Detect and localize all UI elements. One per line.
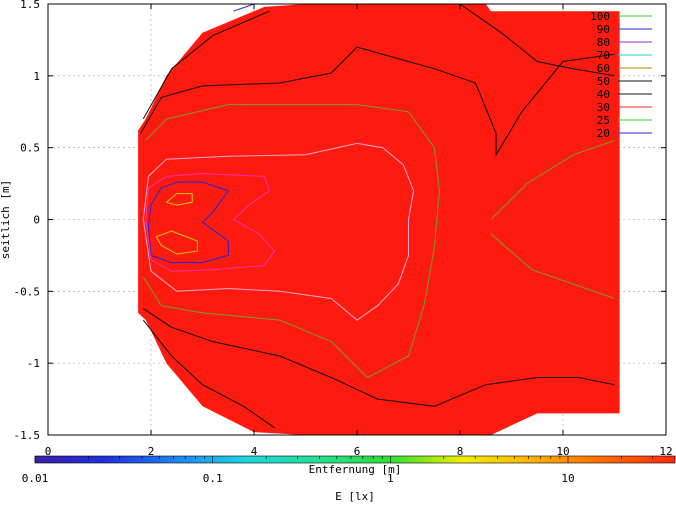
- contour-line-50: [142, 104, 440, 379]
- colorbar-tick-label: 0.1: [203, 472, 223, 485]
- x-tick-label: 0: [45, 445, 52, 458]
- x-tick-label: 2: [148, 445, 155, 458]
- contour-line-90: [147, 181, 230, 264]
- y-tick-label: 0.5: [20, 142, 40, 155]
- x-axis-ticks: 0 2 4 6 8 10 12: [45, 4, 673, 458]
- contour-line-40: [140, 46, 615, 157]
- field-area: [138, 4, 620, 435]
- x-tick-label: 12: [659, 445, 672, 458]
- y-tick-label: 0: [33, 214, 40, 227]
- colorbar: 0.01 0.1 1 10: [22, 455, 676, 485]
- legend-label: 40: [597, 88, 610, 101]
- contour-line-30: [142, 319, 275, 429]
- contour-line-80: [145, 172, 276, 272]
- legend-label: 80: [597, 36, 610, 49]
- legend-label: 100: [590, 10, 610, 23]
- colorbar-tick-label: 10: [561, 472, 574, 485]
- contour-line-30: [459, 3, 615, 77]
- legend-label: 30: [597, 101, 610, 114]
- y-axis-ticks: -1.5 -1 -0.5 0 0.5 1 1.5: [14, 0, 666, 442]
- contour-line-40: [143, 308, 615, 407]
- legend-label: 70: [597, 49, 610, 62]
- colorbar-strip: [34, 455, 676, 464]
- y-axis-label: seitlich [m]: [0, 180, 12, 259]
- y-tick-label: -1: [27, 357, 40, 370]
- y-tick-label: -1.5: [14, 429, 41, 442]
- y-tick-label: 1.5: [20, 0, 40, 11]
- contour-line-25: [490, 233, 615, 299]
- x-tick-label: 6: [354, 445, 361, 458]
- contour-line-25: [490, 140, 615, 220]
- contour-lines: [140, 3, 615, 429]
- x-tick-label: 4: [251, 445, 258, 458]
- contour-line-100: [166, 193, 193, 206]
- x-tick-label: 10: [556, 445, 569, 458]
- contour-line-60: [142, 142, 415, 321]
- y-tick-label: -0.5: [14, 285, 41, 298]
- y-tick-label: 1: [33, 70, 40, 83]
- colorbar-tick-label: 1: [387, 472, 394, 485]
- legend-label: 90: [597, 23, 610, 36]
- contour-line-20: [233, 3, 255, 12]
- contour-line-30: [142, 10, 270, 120]
- illuminance-field: [138, 4, 620, 435]
- legend-label: 50: [597, 75, 610, 88]
- legend-label: 60: [597, 62, 610, 75]
- colorbar-tick-label: 0.01: [22, 472, 49, 485]
- legend-label: 20: [597, 127, 610, 140]
- legend-label: 25: [597, 114, 610, 127]
- x-tick-label: 8: [457, 445, 464, 458]
- colorbar-label: E [lx]: [335, 490, 375, 503]
- x-axis-label: Entfernung [m]: [309, 463, 402, 476]
- contour-line-100: [155, 230, 198, 255]
